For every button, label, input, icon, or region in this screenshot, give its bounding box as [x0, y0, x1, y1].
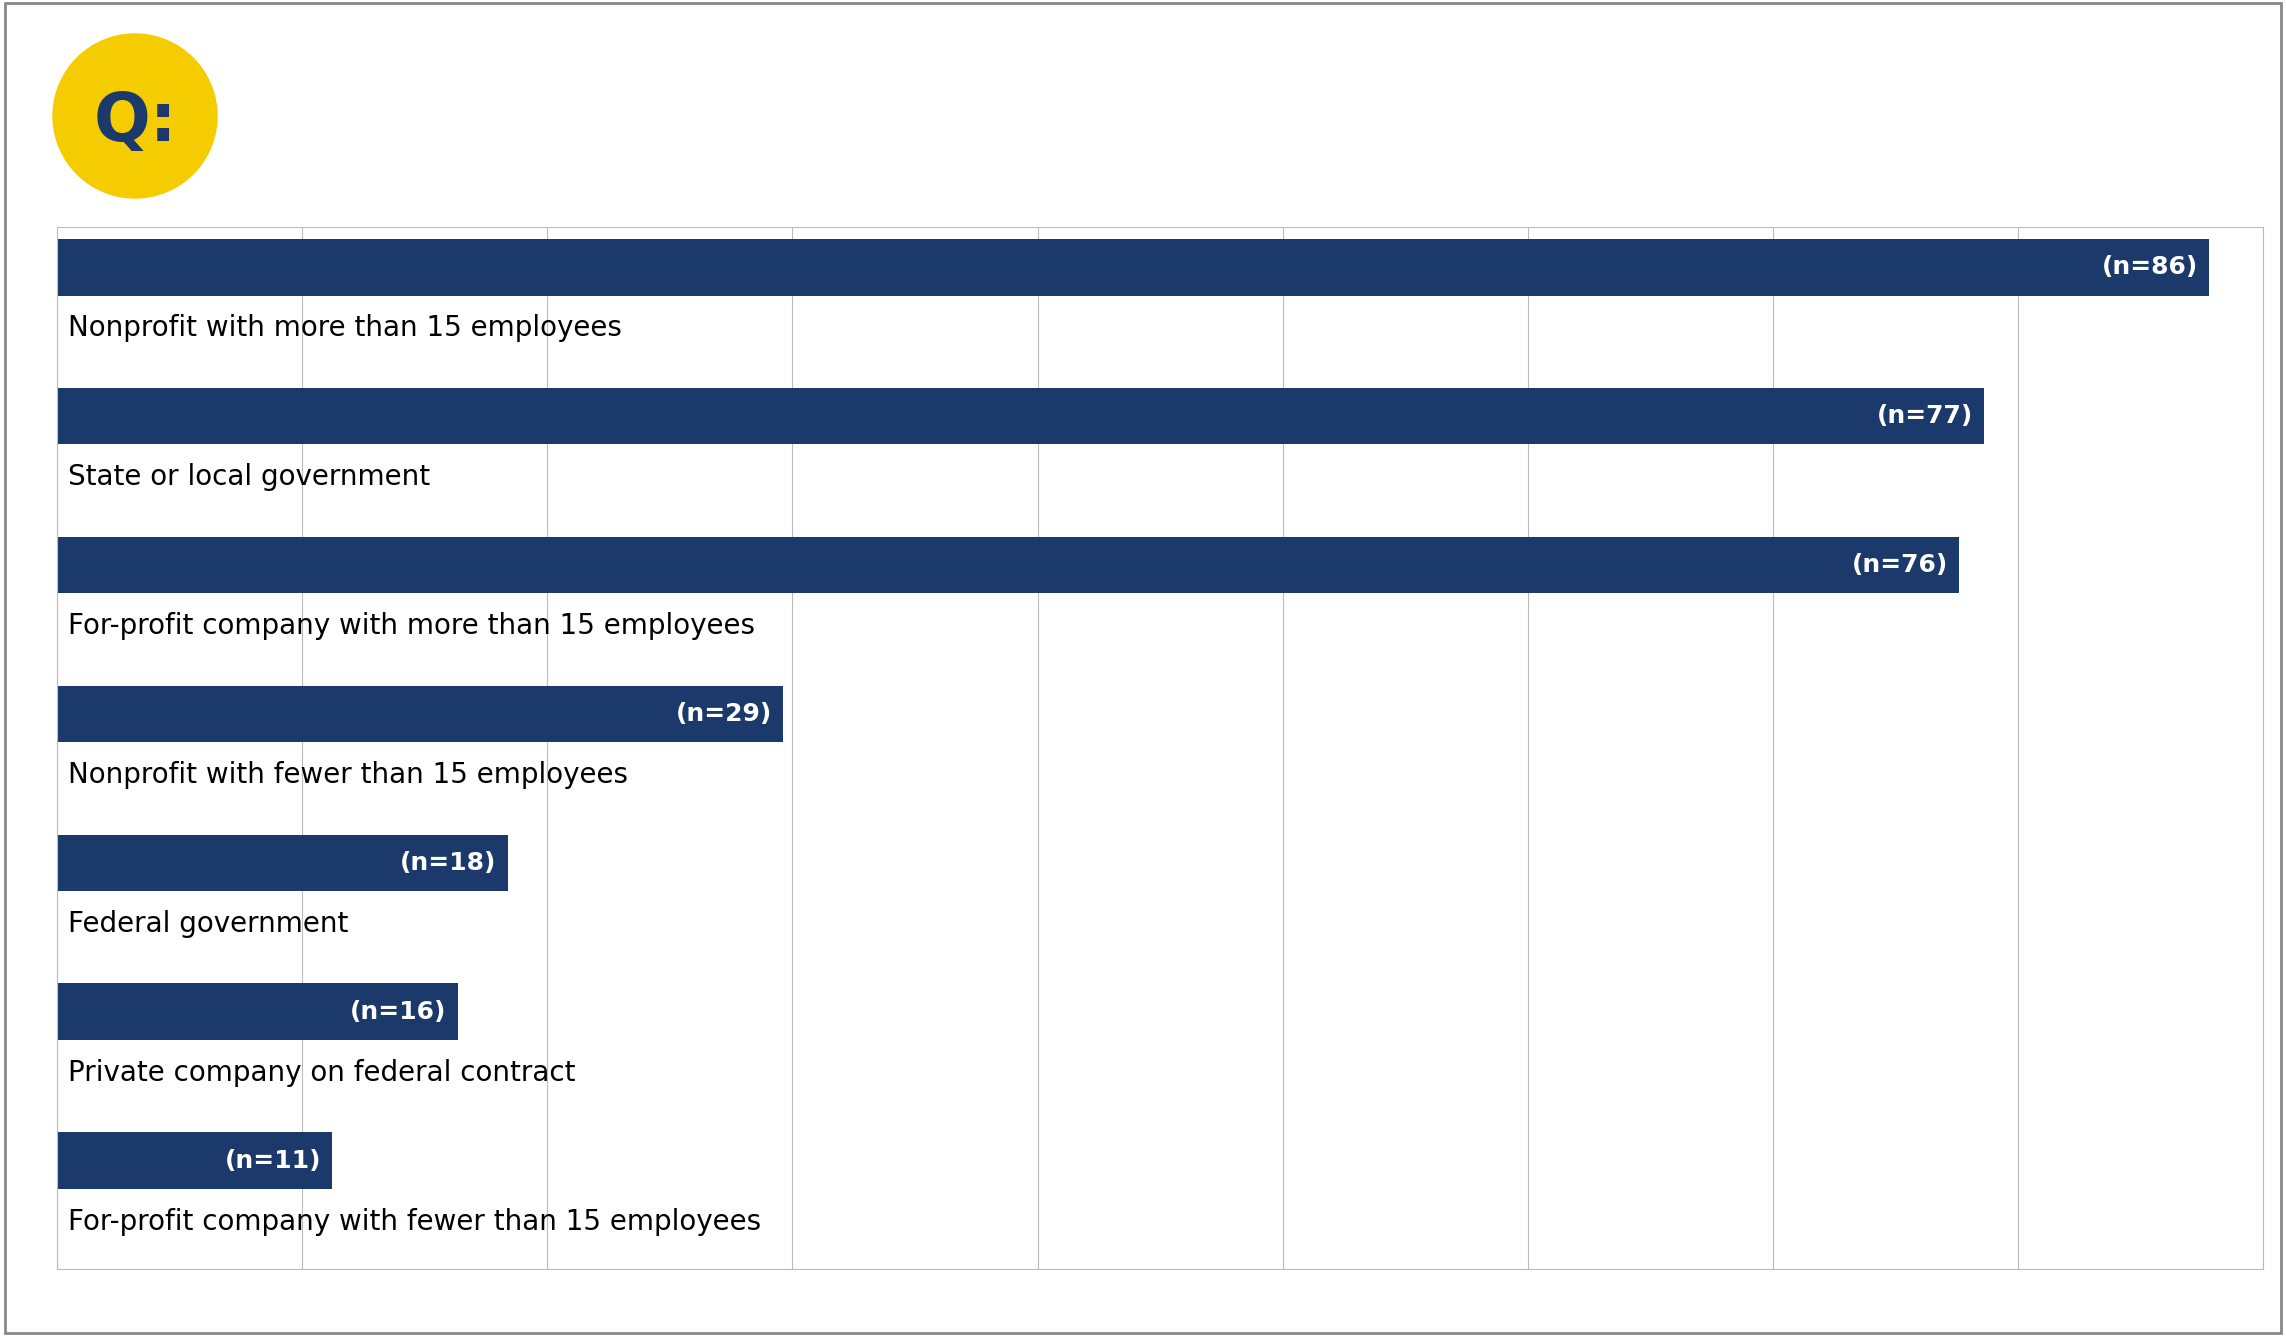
Bar [57, 685, 782, 743]
Text: (n=29): (n=29) [677, 701, 773, 725]
Text: (n=18): (n=18) [400, 851, 496, 875]
Text: Private company on federal contract: Private company on federal contract [69, 1058, 576, 1086]
Text: (n=86): (n=86) [2103, 255, 2199, 279]
Text: State or local government: State or local government [69, 464, 430, 492]
Text: Nonprofit with fewer than 15 employees: Nonprofit with fewer than 15 employees [69, 762, 629, 790]
Text: (n=16): (n=16) [350, 999, 446, 1023]
Bar [57, 387, 1984, 445]
Bar [57, 239, 2208, 295]
Bar [57, 1132, 331, 1189]
Text: For-profit company with more than 15 employees: For-profit company with more than 15 emp… [69, 612, 754, 640]
Text: (n=11): (n=11) [224, 1149, 322, 1173]
Circle shape [53, 33, 217, 198]
Text: Q:: Q: [94, 90, 176, 155]
Bar [57, 983, 457, 1039]
Text: Type of Employer (n=311, select all that apply):: Type of Employer (n=311, select all that… [309, 134, 1282, 167]
Text: Nonprofit with more than 15 employees: Nonprofit with more than 15 employees [69, 314, 622, 342]
Bar [57, 835, 507, 891]
Text: (n=77): (n=77) [1877, 405, 1973, 428]
Bar [57, 537, 1959, 593]
Text: Federal government: Federal government [69, 910, 347, 938]
Text: For-profit company with fewer than 15 employees: For-profit company with fewer than 15 em… [69, 1208, 761, 1236]
Text: (n=76): (n=76) [1852, 553, 1948, 577]
